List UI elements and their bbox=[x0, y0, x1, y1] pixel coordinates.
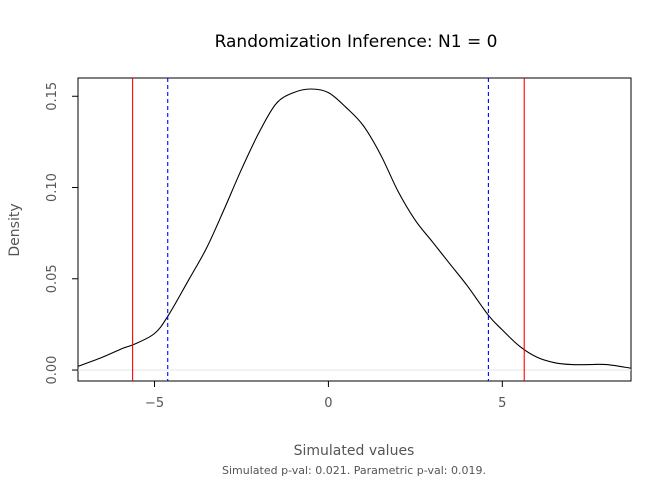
plot-content bbox=[77, 78, 632, 381]
y-axis: 0.00 0.05 0.10 0.15 bbox=[45, 82, 78, 385]
y-tick-label: 0.10 bbox=[45, 173, 60, 202]
x-tick-label: 0 bbox=[324, 396, 332, 411]
density-curve bbox=[77, 88, 632, 369]
chart-title: Randomization Inference: N1 = 0 bbox=[215, 32, 498, 52]
y-tick-label: 0.00 bbox=[45, 356, 60, 385]
x-axis-label: Simulated values bbox=[294, 443, 415, 459]
y-tick-label: 0.15 bbox=[45, 82, 60, 111]
y-tick-label: 0.05 bbox=[45, 264, 60, 293]
x-tick-label: 5 bbox=[498, 396, 506, 411]
x-tick-label: −5 bbox=[145, 396, 164, 411]
plot-frame bbox=[77, 77, 632, 382]
chart-caption: Simulated p-val: 0.021. Parametric p-val… bbox=[222, 464, 486, 477]
x-axis: −5 0 5 bbox=[145, 381, 506, 411]
y-axis-label: Density bbox=[7, 203, 23, 256]
